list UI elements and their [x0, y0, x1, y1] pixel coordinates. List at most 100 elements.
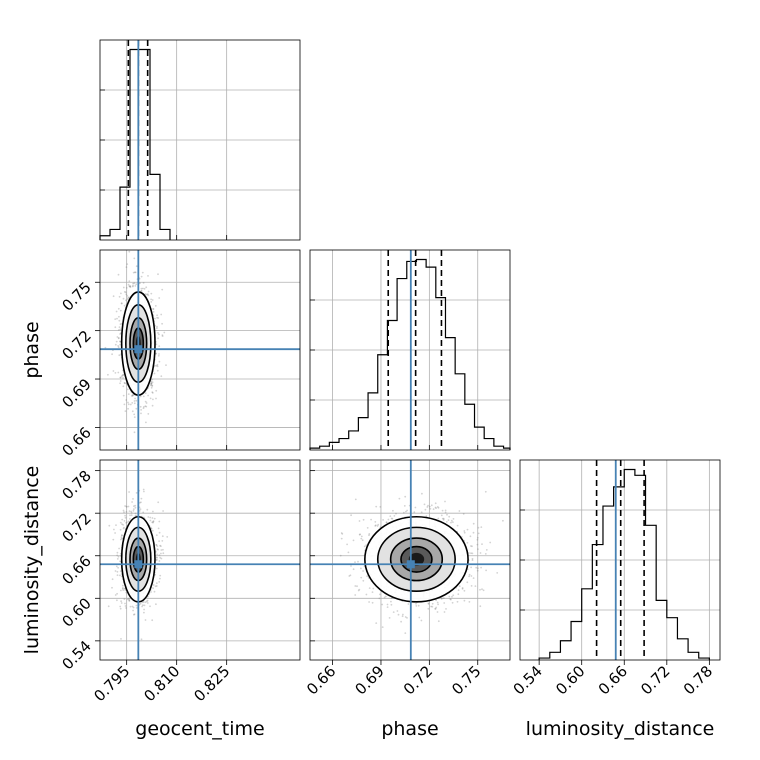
sample-point	[124, 505, 126, 507]
sample-point	[463, 589, 466, 592]
sample-point	[120, 302, 123, 304]
sample-point	[117, 555, 120, 558]
sample-point	[132, 234, 134, 236]
sample-point	[470, 552, 472, 555]
sample-point	[108, 524, 111, 527]
sample-point	[451, 601, 454, 604]
sample-point	[150, 527, 153, 530]
sample-point	[152, 587, 155, 590]
sample-point	[158, 560, 161, 562]
sample-point	[157, 332, 159, 334]
sample-point	[489, 541, 492, 544]
sample-point	[532, 538, 534, 540]
sample-point	[127, 401, 129, 404]
sample-point	[133, 613, 135, 616]
sample-point	[112, 295, 115, 298]
sample-point	[150, 292, 153, 295]
y-tick-label: 0.66	[58, 424, 94, 460]
sample-point	[418, 616, 421, 619]
sample-point	[134, 271, 137, 274]
sample-point	[468, 573, 471, 576]
x-tick-label: 0.810	[140, 662, 183, 705]
sample-point	[149, 519, 152, 522]
sample-point	[114, 570, 117, 572]
sample-point	[471, 552, 474, 555]
sample-point	[391, 517, 394, 520]
y-tick-label: 0.72	[58, 509, 94, 545]
sample-point	[118, 295, 121, 298]
sample-point	[125, 399, 128, 401]
sample-point	[476, 569, 479, 572]
sample-point	[128, 280, 131, 282]
sample-point	[145, 402, 148, 404]
sample-point	[119, 560, 121, 563]
sample-point	[375, 622, 378, 624]
sample-point	[119, 574, 121, 577]
sample-point	[140, 287, 143, 290]
sample-point	[123, 382, 126, 385]
sample-point	[125, 287, 128, 289]
sample-point	[115, 310, 118, 313]
sample-point	[352, 568, 355, 571]
sample-point	[140, 412, 142, 415]
sample-point	[131, 394, 134, 397]
sample-point	[121, 374, 124, 377]
sample-point	[340, 532, 343, 534]
sample-point	[372, 587, 375, 590]
sample-point	[415, 602, 417, 605]
sample-point	[114, 318, 117, 320]
sample-point	[151, 299, 154, 301]
sample-point	[155, 343, 158, 346]
sample-point	[119, 528, 122, 531]
sample-point	[129, 286, 132, 289]
sample-point	[468, 575, 470, 578]
sample-point	[354, 594, 357, 596]
x-tick-label: 0.69	[351, 662, 387, 698]
sample-point	[485, 549, 488, 551]
sample-point	[472, 577, 475, 579]
sample-point	[128, 510, 131, 512]
sample-point	[480, 526, 483, 528]
sample-point	[114, 326, 117, 329]
sample-point	[125, 299, 127, 302]
sample-point	[472, 531, 475, 534]
sample-point	[107, 373, 109, 376]
sample-point	[368, 534, 370, 537]
sample-point	[120, 302, 123, 305]
sample-point	[474, 585, 477, 587]
sample-point	[462, 513, 465, 515]
sample-point	[151, 392, 154, 394]
sample-point	[150, 381, 153, 383]
sample-point	[140, 501, 142, 504]
sample-point	[129, 285, 132, 288]
sample-point	[151, 521, 154, 524]
sample-point	[402, 613, 404, 616]
y-tick-label: 0.72	[58, 327, 94, 363]
sample-point	[450, 598, 452, 601]
sample-point	[120, 602, 123, 604]
sample-point	[120, 600, 122, 603]
sample-point	[466, 581, 469, 584]
x-tick-label: 0.75	[448, 662, 484, 698]
sample-point	[145, 405, 148, 408]
sample-point	[117, 337, 120, 339]
sample-point	[406, 617, 408, 619]
sample-point	[131, 605, 134, 608]
sample-point	[480, 566, 482, 569]
sample-point	[116, 551, 119, 554]
sample-point	[362, 570, 364, 572]
sample-point	[452, 518, 455, 520]
sample-point	[119, 376, 122, 379]
sample-point	[161, 288, 164, 291]
sample-point	[407, 603, 410, 605]
sample-point	[117, 307, 120, 310]
sample-point	[456, 524, 459, 527]
sample-point	[135, 399, 138, 402]
sample-point	[131, 394, 134, 397]
sample-point	[121, 523, 123, 525]
sample-point	[374, 524, 377, 527]
sample-point	[463, 531, 466, 534]
sample-point	[159, 544, 162, 547]
sample-point	[421, 492, 423, 495]
sample-point	[124, 605, 127, 607]
